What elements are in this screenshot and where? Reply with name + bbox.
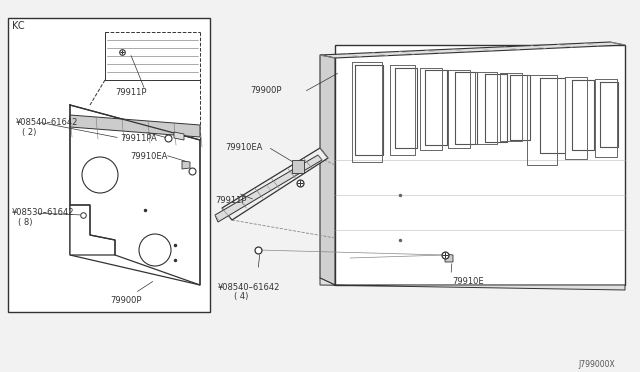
Text: ( 8): ( 8) [18,218,33,227]
Circle shape [139,234,171,266]
Polygon shape [70,205,115,255]
Text: KC: KC [12,21,24,31]
Polygon shape [335,45,625,285]
Text: ¥08540–61642: ¥08540–61642 [16,118,78,127]
Polygon shape [174,132,184,140]
Text: ( 2): ( 2) [22,128,36,137]
Text: ¥08540–61642: ¥08540–61642 [218,283,280,292]
Polygon shape [215,155,322,222]
Text: 79911PA: 79911PA [120,134,157,143]
Text: 79910E: 79910E [452,277,484,286]
Text: J799000X: J799000X [579,360,615,369]
Text: 79911P: 79911P [215,196,246,205]
Text: 79910EA: 79910EA [130,152,168,161]
Polygon shape [292,160,304,173]
Text: 79900P: 79900P [110,296,141,305]
Polygon shape [320,278,625,290]
Polygon shape [445,254,453,262]
Polygon shape [222,148,328,220]
Text: 79910EA: 79910EA [225,143,262,152]
Polygon shape [70,105,200,285]
Polygon shape [320,55,335,285]
Text: 79900P: 79900P [250,86,282,95]
Text: 79911P: 79911P [115,88,147,97]
Text: ¥08530–61642: ¥08530–61642 [12,208,74,217]
Polygon shape [320,42,625,58]
Polygon shape [70,115,200,137]
Polygon shape [182,161,190,169]
Circle shape [82,157,118,193]
Bar [8,18,210,312]
Text: ( 4): ( 4) [234,292,248,301]
